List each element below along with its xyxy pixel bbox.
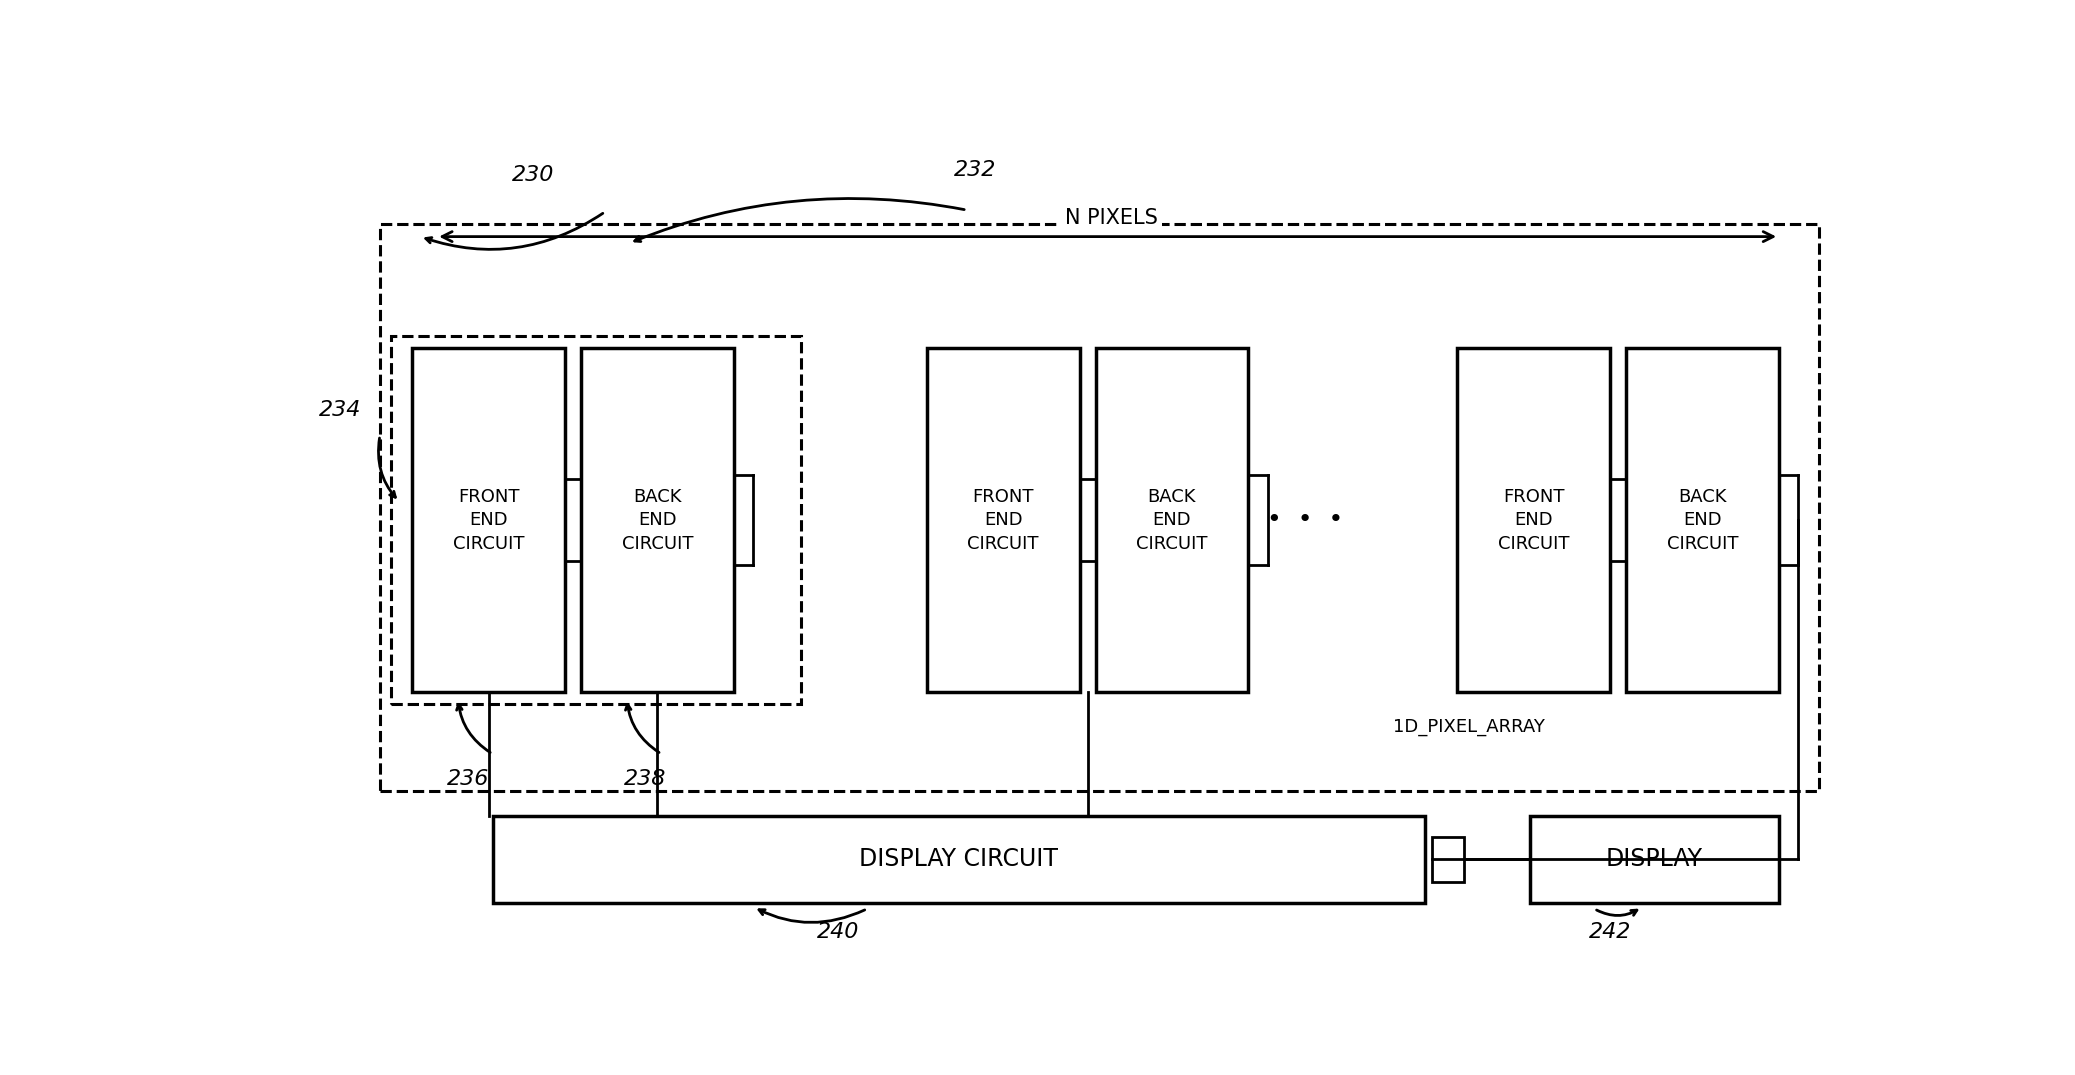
Text: FRONT
END
CIRCUIT: FRONT END CIRCUIT	[1498, 487, 1569, 553]
Text: 242: 242	[1589, 922, 1631, 942]
Bar	[1627, 348, 1778, 692]
Bar	[581, 348, 735, 692]
Text: 230: 230	[513, 164, 554, 185]
Bar	[380, 225, 1820, 791]
Text: FRONT
END
CIRCUIT: FRONT END CIRCUIT	[967, 487, 1040, 553]
Text: N PIXELS: N PIXELS	[1064, 207, 1158, 228]
Text: 238: 238	[625, 769, 666, 789]
Text: •  •  •: • • •	[1266, 507, 1343, 532]
Text: 232: 232	[954, 160, 996, 181]
Text: BACK
END
CIRCUIT: BACK END CIRCUIT	[622, 487, 693, 553]
Text: 234: 234	[320, 400, 361, 420]
Text: 236: 236	[448, 769, 490, 789]
Bar	[1432, 836, 1463, 883]
Bar	[492, 816, 1426, 903]
Text: DISPLAY CIRCUIT: DISPLAY CIRCUIT	[859, 847, 1058, 872]
Bar	[928, 348, 1079, 692]
Bar	[413, 348, 564, 692]
Text: DISPLAY: DISPLAY	[1606, 847, 1704, 872]
Text: FRONT
END
CIRCUIT: FRONT END CIRCUIT	[452, 487, 525, 553]
Bar	[392, 335, 801, 704]
Text: 240: 240	[818, 922, 859, 942]
Bar	[1096, 348, 1249, 692]
Text: BACK
END
CIRCUIT: BACK END CIRCUIT	[1666, 487, 1739, 553]
Text: 1D_PIXEL_ARRAY: 1D_PIXEL_ARRAY	[1392, 718, 1546, 735]
Bar	[1457, 348, 1610, 692]
Bar	[1529, 816, 1778, 903]
Text: BACK
END
CIRCUIT: BACK END CIRCUIT	[1137, 487, 1208, 553]
